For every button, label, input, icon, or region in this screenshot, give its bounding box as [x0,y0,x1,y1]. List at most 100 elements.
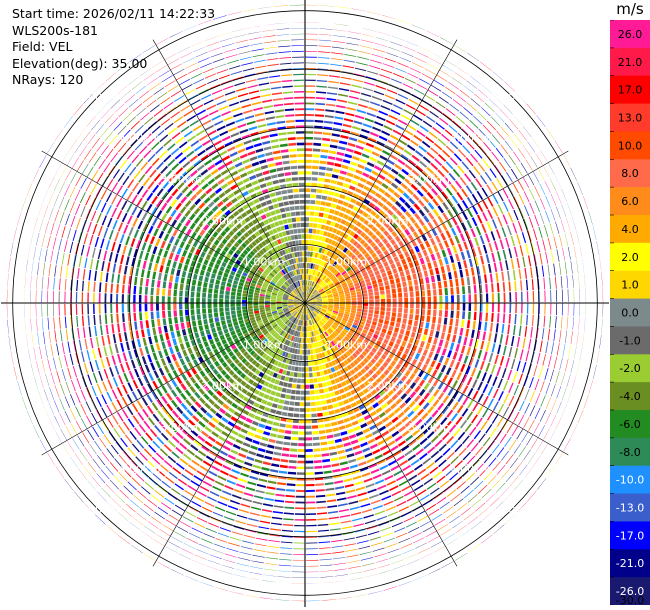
velocity-gate [330,285,336,290]
velocity-gate [291,342,295,348]
velocity-gate [224,390,232,397]
velocity-gate [191,315,196,321]
velocity-gate [152,271,157,280]
velocity-gate [221,416,229,424]
velocity-gate [294,519,305,521]
velocity-gate [245,321,251,326]
velocity-gate [266,342,272,348]
velocity-gate [305,297,306,303]
velocity-gate [453,428,461,437]
velocity-gate [240,338,247,344]
velocity-gate [465,124,475,133]
velocity-gate [231,402,239,409]
velocity-gate [474,237,480,247]
velocity-gate [399,402,407,409]
velocity-gate [360,332,367,338]
velocity-gate [454,235,460,244]
velocity-gate [305,303,310,308]
velocity-gate [549,315,551,328]
velocity-gate [419,160,428,168]
velocity-gate [254,289,260,294]
velocity-gate [156,436,165,445]
velocity-gate [426,115,436,123]
velocity-gate [475,463,484,473]
velocity-gate [309,275,313,281]
velocity-gate [397,266,403,272]
velocity-gate [224,332,231,338]
velocity-gate [382,449,391,456]
velocity-gate [316,285,321,290]
velocity-gate [41,290,43,303]
velocity-gate [327,329,332,335]
velocity-gate [276,348,282,354]
velocity-gate [381,169,389,176]
velocity-gate [237,313,243,318]
velocity-gate [387,548,400,554]
velocity-gate [312,289,317,295]
velocity-gate [354,480,364,486]
velocity-gate [313,131,323,135]
velocity-gate [324,115,334,119]
velocity-gate [439,117,449,126]
velocity-gate [39,375,44,388]
velocity-gate [177,478,188,486]
velocity-gate [332,372,338,378]
velocity-gate [366,161,375,168]
velocity-gate [307,337,310,343]
velocity-gate [204,501,215,508]
velocity-gate [154,511,165,520]
velocity-gate [315,306,322,310]
velocity-gate [422,558,436,565]
velocity-gate [491,116,501,127]
velocity-gate [403,292,408,298]
velocity-gate [444,340,449,349]
velocity-gate [318,288,324,293]
velocity-gate [321,254,326,261]
velocity-gate [192,415,200,423]
velocity-gate [476,370,482,380]
velocity-gate [437,281,442,289]
velocity-gate [345,112,355,117]
velocity-gate [147,521,159,529]
velocity-gate [38,406,44,420]
velocity-gate [487,386,494,396]
velocity-gate [254,434,262,440]
velocity-gate [296,306,301,311]
velocity-gate [412,344,418,352]
velocity-gate [312,436,320,441]
velocity-gate [292,559,305,561]
velocity-gate [439,295,443,303]
velocity-gate [458,447,467,457]
velocity-gate [277,482,287,486]
velocity-gate [351,180,359,186]
velocity-gate [453,153,462,162]
velocity-gate [349,271,355,277]
velocity-gate [441,249,447,258]
velocity-gate [330,63,342,67]
velocity-gate [391,288,397,294]
velocity-gate [329,208,335,214]
velocity-gate [124,434,133,444]
velocity-gate [351,294,357,298]
velocity-gate [325,103,336,107]
velocity-gate [427,202,435,210]
velocity-gate [522,337,526,349]
velocity-gate [334,116,344,120]
velocity-gate [289,347,293,353]
velocity-gate [538,425,545,437]
velocity-gate [387,364,394,372]
velocity-gate [576,361,580,375]
velocity-gate [381,495,392,501]
velocity-gate [315,323,320,329]
velocity-gate [312,348,316,354]
velocity-gate [368,292,374,296]
velocity-gate [18,274,20,288]
velocity-gate [354,268,360,274]
velocity-gate [326,321,332,326]
velocity-gate [433,296,437,303]
velocity-gate [334,281,340,286]
velocity-gate [404,178,412,186]
velocity-gate [368,463,378,469]
velocity-gate [161,341,166,349]
velocity-gate [126,394,133,404]
